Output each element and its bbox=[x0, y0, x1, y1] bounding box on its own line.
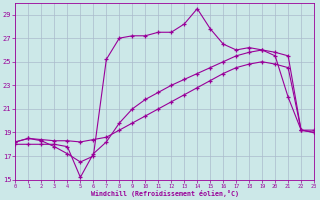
X-axis label: Windchill (Refroidissement éolien,°C): Windchill (Refroidissement éolien,°C) bbox=[91, 190, 239, 197]
